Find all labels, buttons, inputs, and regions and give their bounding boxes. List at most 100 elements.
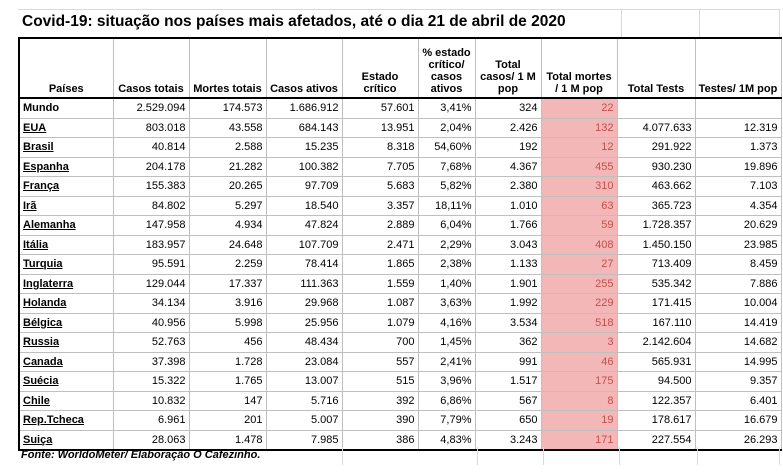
country-name[interactable]: Espanha: [18, 156, 114, 177]
data-cell: 1.992: [474, 293, 542, 314]
data-cell: 204.178: [112, 156, 190, 177]
column-header: Testes/ 1M pop: [694, 37, 782, 99]
empty-cell: [620, 447, 698, 465]
country-name[interactable]: Bélgica: [18, 312, 114, 333]
country-name[interactable]: Turquia: [18, 254, 114, 275]
data-cell: 21.282: [188, 156, 267, 177]
country-name[interactable]: Irã: [18, 195, 114, 216]
data-cell: 2,41%: [417, 351, 476, 372]
country-name[interactable]: Brasil: [18, 137, 114, 158]
table-row: Suécia 15.322 1.765 13.007 515 3,96% 1.517 175 9…: [18, 371, 782, 392]
deaths-per-million-cell: 455: [540, 156, 618, 177]
data-cell: 362: [474, 332, 542, 353]
data-cell: 7.985: [265, 429, 343, 451]
data-cell: 40.956: [112, 312, 190, 333]
data-cell: 2.142.604: [616, 332, 696, 353]
country-name[interactable]: Inglaterra: [18, 273, 114, 294]
data-cell: 4.354: [694, 195, 782, 216]
data-cell: 147.958: [112, 215, 190, 236]
data-cell: 192: [474, 137, 542, 158]
data-cell: 24.648: [188, 234, 267, 255]
data-cell: [694, 97, 782, 119]
data-cell: 684.143: [265, 117, 343, 138]
data-cell: 17.337: [188, 273, 267, 294]
data-cell: 15.235: [265, 137, 343, 158]
data-cell: 227.554: [616, 429, 696, 451]
data-cell: 201: [188, 410, 267, 431]
data-cell: 1.079: [341, 312, 419, 333]
deaths-per-million-cell: 132: [540, 117, 618, 138]
data-cell: 15.322: [112, 371, 190, 392]
country-name[interactable]: Alemanha: [18, 215, 114, 236]
data-cell: 4.077.633: [616, 117, 696, 138]
data-cell: 171.415: [616, 293, 696, 314]
deaths-per-million-cell: 175: [540, 371, 618, 392]
table-row: EUA 803.018 43.558 684.143 13.951 2,04% 2.426 1…: [18, 117, 782, 138]
data-cell: 4,83%: [417, 429, 476, 451]
column-header: % estado crítico/ casos ativos: [417, 37, 476, 99]
data-cell: 567: [474, 390, 542, 411]
data-cell: 1,40%: [417, 273, 476, 294]
data-cell: 1.478: [188, 429, 267, 451]
country-name[interactable]: França: [18, 176, 114, 197]
table-title: Covid-19: situação nos países mais afeta…: [18, 10, 622, 38]
deaths-per-million-cell: 408: [540, 234, 618, 255]
data-cell: 3,41%: [417, 97, 476, 119]
data-cell: 535.342: [616, 273, 696, 294]
data-cell: 174.573: [188, 97, 267, 119]
country-name[interactable]: Russia: [18, 332, 114, 353]
data-cell: 1.765: [188, 371, 267, 392]
data-cell: 1.010: [474, 195, 542, 216]
column-header: Total casos/ 1 M pop: [474, 37, 542, 99]
data-cell: 57.601: [341, 97, 419, 119]
covid-table: Países Casos totais Mortes totais Casos ati…: [18, 37, 782, 451]
data-cell: 3,63%: [417, 293, 476, 314]
data-cell: 3.534: [474, 312, 542, 333]
data-cell: 14.995: [694, 351, 782, 372]
data-cell: 4.367: [474, 156, 542, 177]
data-cell: 23.985: [694, 234, 782, 255]
country-name[interactable]: EUA: [18, 117, 114, 138]
data-cell: 1,45%: [417, 332, 476, 353]
table-row: Russia 52.763 456 48.434 700 1,45% 362 3 2.142.6…: [18, 332, 782, 353]
deaths-per-million-cell: 46: [540, 351, 618, 372]
table-row: Chile 10.832 147 5.716 392 6,86% 567 8 122.357 6.…: [18, 390, 782, 411]
data-cell: 48.434: [265, 332, 343, 353]
deaths-per-million-cell: 229: [540, 293, 618, 314]
data-cell: 16.679: [694, 410, 782, 431]
data-cell: 930.230: [616, 156, 696, 177]
country-name[interactable]: Rep.Tcheca: [18, 410, 114, 431]
data-cell: 7.886: [694, 273, 782, 294]
country-name[interactable]: Suécia: [18, 371, 114, 392]
country-name[interactable]: Holanda: [18, 293, 114, 314]
data-cell: 25.956: [265, 312, 343, 333]
country-name[interactable]: Suiça: [18, 429, 114, 451]
data-cell: 14.682: [694, 332, 782, 353]
data-cell: 78.414: [265, 254, 343, 275]
data-cell: 5.716: [265, 390, 343, 411]
table-row: Alemanha 147.958 4.934 47.824 2.889 6,04% 1.76…: [18, 215, 782, 236]
data-cell: 34.134: [112, 293, 190, 314]
country-name[interactable]: Canada: [18, 351, 114, 372]
country-name[interactable]: Chile: [18, 390, 114, 411]
data-cell: 18,11%: [417, 195, 476, 216]
data-cell: 52.763: [112, 332, 190, 353]
table-row: Espanha 204.178 21.282 100.382 7.705 7,68% 4.3…: [18, 156, 782, 177]
table-row: Itália 183.957 24.648 107.709 2.471 2,29% 3.04…: [18, 234, 782, 255]
data-cell: 803.018: [112, 117, 190, 138]
data-cell: 47.824: [265, 215, 343, 236]
data-cell: 40.814: [112, 137, 190, 158]
deaths-per-million-cell: 12: [540, 137, 618, 158]
data-cell: 29.968: [265, 293, 343, 314]
table-row: Mundo 2.529.094 174.573 1.686.912 57.601 3,41…: [18, 97, 782, 119]
data-cell: 4.934: [188, 215, 267, 236]
table-row: Brasil 40.814 2.588 15.235 8.318 54,60% 192 12 2…: [18, 137, 782, 158]
data-cell: 5.007: [265, 410, 343, 431]
country-name[interactable]: Itália: [18, 234, 114, 255]
data-cell: 8.318: [341, 137, 419, 158]
data-cell: 1.559: [341, 273, 419, 294]
data-cell: 324: [474, 97, 542, 119]
data-cell: 3,96%: [417, 371, 476, 392]
data-cell: 1.373: [694, 137, 782, 158]
